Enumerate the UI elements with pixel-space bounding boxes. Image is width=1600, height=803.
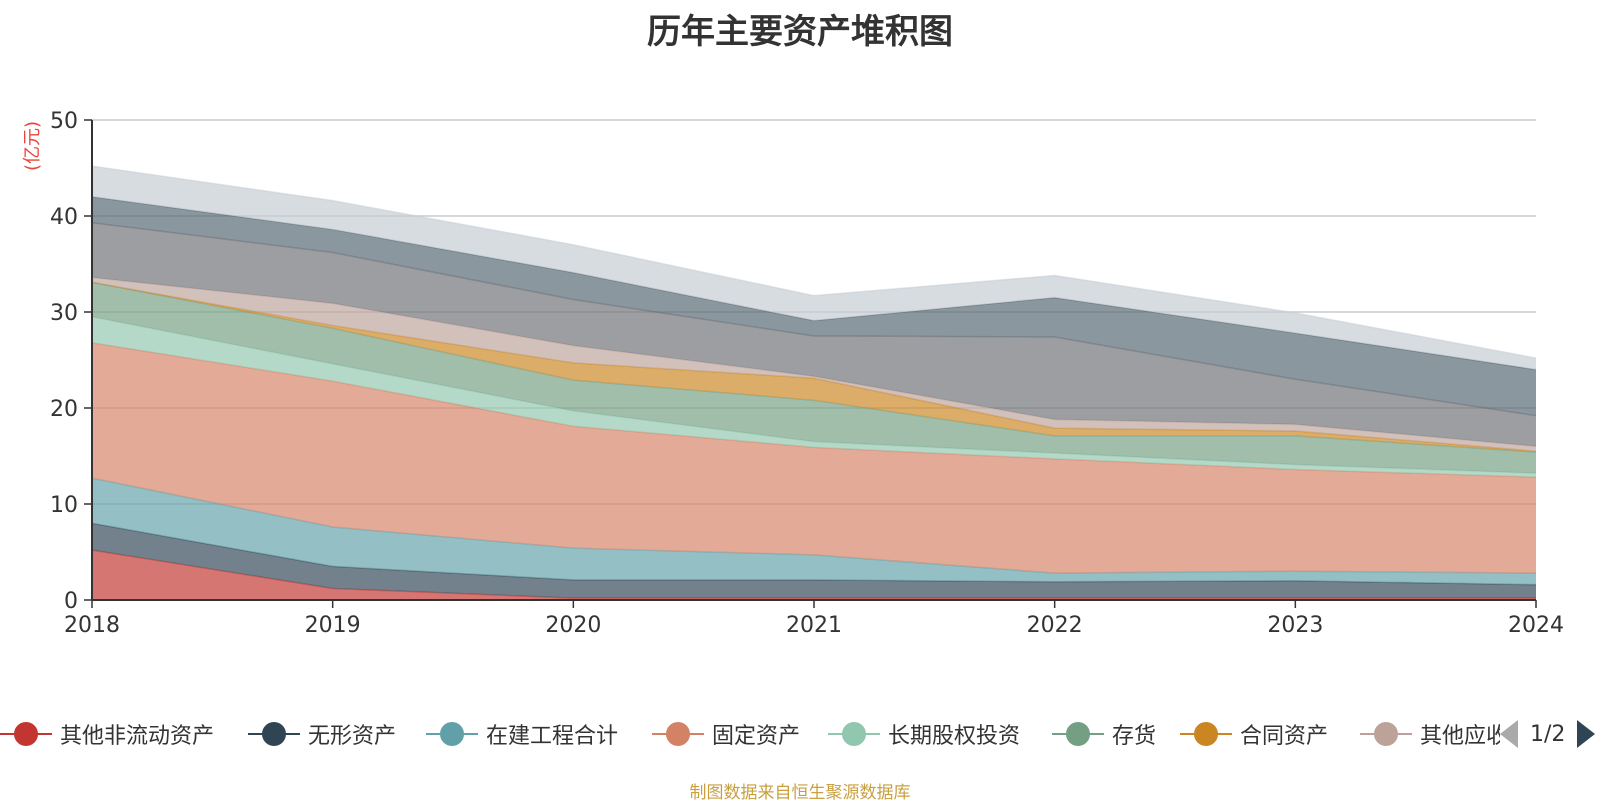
- chart-title: 历年主要资产堆积图: [647, 12, 953, 52]
- legend-label: 长期股权投资: [888, 724, 1021, 749]
- series-area-1: [92, 523, 1536, 599]
- legend-item[interactable]: 其他应收款: [1360, 712, 1500, 756]
- series-area-2: [92, 478, 1536, 585]
- stacked-area-chart: 0 10 20 30 40 50 2018 2019 2020 2021 2022 2023 2024 (…: [22, 109, 1564, 638]
- legend-item[interactable]: 其他非流动资产: [0, 712, 214, 756]
- legend-label: 固定资产: [712, 724, 801, 749]
- series-area-5: [92, 282, 1536, 474]
- legend-item[interactable]: 存货: [1052, 712, 1156, 756]
- legend-item[interactable]: 在建工程合计: [426, 712, 618, 756]
- axes: 0 10 20 30 40 50 2018 2019 2020 2021 2022 2023 2024 (…: [22, 109, 1564, 638]
- legend-swatch-icon: [1180, 722, 1232, 746]
- legend-label: 其他非流动资产: [60, 724, 215, 749]
- series-line-10: [91, 165, 1537, 359]
- source-note: 制图数据来自恒生聚源数据库: [689, 783, 911, 803]
- legend-swatch-icon: [652, 722, 704, 746]
- legend-item[interactable]: 长期股权投资: [828, 712, 1020, 756]
- y-tick-label: 0: [64, 589, 78, 614]
- legend-item[interactable]: 合同资产: [1180, 712, 1328, 756]
- series-area-0: [92, 550, 1536, 600]
- x-tick-label: 2023: [1267, 613, 1323, 638]
- legend-swatch-icon: [426, 722, 478, 746]
- series-area-8: [92, 222, 1536, 447]
- x-tick-label: 2019: [305, 613, 361, 638]
- y-axis-unit-label: (亿元): [22, 121, 43, 171]
- legend-swatch-icon: [1360, 722, 1412, 746]
- pager-next-icon[interactable]: [1577, 720, 1596, 748]
- x-tick-label: 2022: [1027, 613, 1083, 638]
- y-tick-label: 50: [50, 109, 78, 134]
- y-tick-label: 10: [50, 493, 78, 518]
- series-area-3: [92, 342, 1536, 574]
- x-tick-label: 2024: [1508, 613, 1564, 638]
- legend-label: 无形资产: [308, 724, 397, 749]
- y-tick-label: 40: [50, 205, 78, 230]
- x-tick-label: 2021: [786, 613, 842, 638]
- y-tick-label: 30: [50, 301, 78, 326]
- legend-swatch-icon: [1052, 722, 1104, 746]
- legend: 其他非流动资产无形资产在建工程合计固定资产长期股权投资存货合同资产其他应收款商誉…: [0, 712, 1500, 756]
- pager-text: 1/2: [1530, 721, 1566, 747]
- area-layer: [91, 165, 1537, 600]
- legend-label: 存货: [1112, 724, 1157, 749]
- legend-item[interactable]: 无形资产: [248, 712, 396, 756]
- legend-label: 其他应收款: [1420, 724, 1500, 749]
- legend-swatch-icon: [828, 722, 880, 746]
- y-tick-label: 20: [50, 397, 78, 422]
- x-tick-label: 2020: [545, 613, 601, 638]
- legend-item[interactable]: 固定资产: [652, 712, 800, 756]
- x-tick-label: 2018: [64, 613, 120, 638]
- pager-prev-icon[interactable]: [1500, 720, 1518, 748]
- legend-pager: 1/2: [1500, 712, 1600, 756]
- series-area-4: [92, 316, 1536, 478]
- legend-label: 合同资产: [1240, 724, 1329, 749]
- legend-swatch-icon: [248, 722, 300, 746]
- legend-label: 在建工程合计: [486, 724, 619, 749]
- legend-swatch-icon: [0, 722, 52, 746]
